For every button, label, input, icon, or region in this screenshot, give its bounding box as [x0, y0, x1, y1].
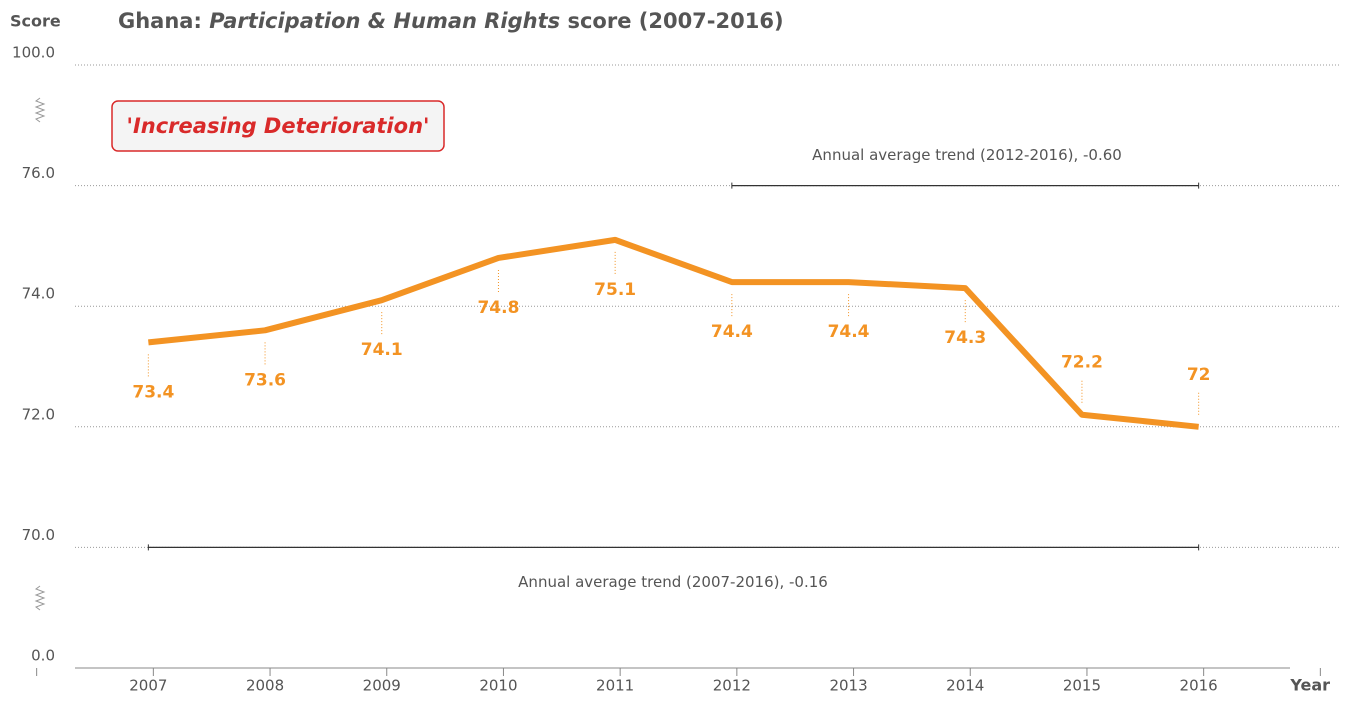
title-part: Ghana: [118, 9, 209, 33]
x-tick-label: 2007 [129, 677, 167, 695]
x-tick-label: 2008 [246, 677, 284, 695]
data-label: 73.4 [132, 382, 174, 402]
x-tick-label: 2009 [363, 677, 401, 695]
x-tick-label: 2010 [479, 677, 517, 695]
data-label: 74.8 [477, 298, 519, 318]
data-label: 74.4 [828, 322, 870, 342]
y-tick-label: 74.0 [22, 285, 55, 303]
title-part: Participation & Human Rights [209, 9, 560, 33]
x-tick-label: 2016 [1180, 677, 1218, 695]
x-tick-label: 2012 [713, 677, 751, 695]
line [148, 236, 1199, 430]
annotation: 'Increasing Deterioration' [127, 114, 430, 138]
y-axis-label: Score [10, 12, 61, 31]
data-label: 75.1 [594, 280, 636, 300]
data-label: 74.3 [944, 328, 986, 348]
y-tick-label: 76.0 [22, 164, 55, 182]
data-label: 72.2 [1061, 353, 1103, 373]
x-axis-label: Year [1289, 676, 1330, 695]
y-tick-label: 70.0 [22, 526, 55, 544]
x-tick-label: 2014 [946, 677, 984, 695]
trend-label: Annual average trend (2012-2016), -0.60 [812, 146, 1122, 164]
y-tick-label: 0.0 [31, 647, 55, 665]
y-tick-label: 100.0 [12, 44, 55, 62]
title-part: score (2007-2016) [560, 9, 783, 33]
annotation-box [111, 100, 445, 152]
x-tick-label: 2011 [596, 677, 634, 695]
x-tick-label: 2013 [829, 677, 867, 695]
y-tick-label: 72.0 [22, 405, 55, 423]
trend-label: Annual average trend (2007-2016), -0.16 [518, 573, 828, 591]
data-label: 72 [1187, 365, 1211, 385]
axis-break [34, 585, 46, 611]
data-label: 73.6 [244, 370, 286, 390]
data-label: 74.4 [711, 322, 753, 342]
chart-title: Ghana: Participation & Human Rights scor… [118, 9, 784, 33]
data-label: 74.1 [361, 340, 403, 360]
axis-break [34, 97, 46, 123]
x-tick-label: 2015 [1063, 677, 1101, 695]
